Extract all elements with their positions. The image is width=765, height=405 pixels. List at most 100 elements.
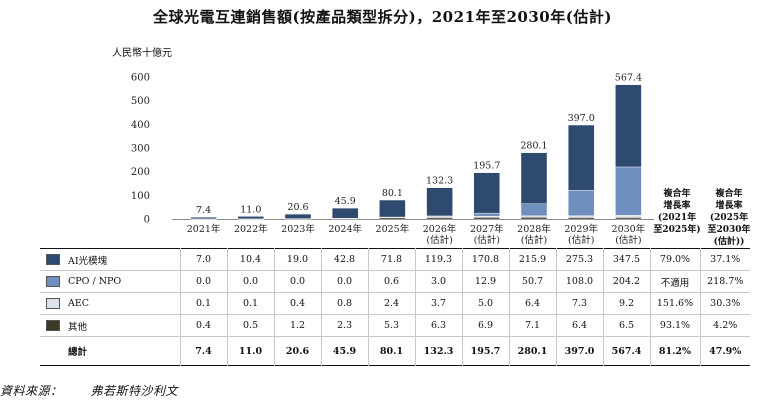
table-cell: 215.9 — [508, 248, 556, 271]
cagr-header-line: 增長率 — [715, 201, 743, 211]
table-cell: 0.0 — [226, 270, 274, 293]
table-cell: 347.5 — [602, 248, 650, 271]
bar-segment — [568, 215, 595, 218]
source-text: 弗若斯特沙利文 — [90, 384, 179, 398]
series-name: AEC — [68, 298, 90, 309]
bar-segment — [473, 212, 500, 217]
bar-segment — [568, 189, 595, 216]
bar-segment — [520, 215, 548, 218]
bar-segment — [473, 217, 500, 220]
table-cell: 170.8 — [461, 248, 509, 271]
y-tick-label: 600 — [131, 73, 150, 84]
legend-swatch — [46, 320, 60, 331]
total-cell: 132.3 — [414, 336, 462, 366]
cagr-header-line: (2021年 — [657, 213, 697, 223]
bar-total-label: 20.6 — [287, 202, 308, 213]
cagr-header-2025-2030: 複合年 增長率 (2025年 至2030年 (估計)) — [703, 188, 755, 248]
cagr-cell: 4.2% — [699, 314, 750, 337]
total-cell: 567.4 — [602, 336, 650, 366]
x-tick-label: (估計) — [521, 234, 547, 246]
table-cell: 0.4 — [179, 314, 227, 337]
bar-total-label: 195.7 — [473, 161, 500, 172]
x-tick-label: 2026年 — [423, 223, 457, 235]
cagr-cell: 93.1% — [649, 314, 700, 337]
table-cell: 42.8 — [320, 248, 368, 271]
table-cell: 19.0 — [273, 248, 321, 271]
x-tick-label: 2021年 — [187, 223, 221, 235]
table-cell: 71.8 — [367, 248, 415, 271]
total-cell: 80.1 — [367, 336, 415, 366]
bar-total-label: 7.4 — [196, 205, 211, 216]
x-tick-label: (估計) — [474, 234, 500, 246]
total-label: 總計 — [68, 347, 88, 358]
total-label-cell: 總計 — [40, 337, 180, 366]
cagr-cell: 151.6% — [649, 292, 700, 315]
y-tick-label: 400 — [131, 120, 150, 131]
table-cell: 0.1 — [226, 292, 274, 315]
table-cell: 10.4 — [226, 248, 274, 271]
total-cell: 7.4 — [179, 336, 227, 366]
table-cell: 6.9 — [461, 314, 509, 337]
bar-segment — [615, 217, 642, 220]
table-cell: 0.1 — [179, 292, 227, 315]
cagr-header-line: 至2025年) — [653, 225, 701, 235]
table-cell: 7.0 — [179, 248, 227, 271]
bar-total-label: 280.1 — [520, 141, 547, 152]
x-tick-label: 2024年 — [328, 223, 362, 235]
legend-swatch — [46, 298, 60, 309]
series-legend-cell: 其他 — [40, 315, 180, 337]
series-legend-cell: AI光模塊 — [40, 249, 180, 271]
bar-segment — [568, 124, 595, 191]
bar-segment — [426, 187, 453, 217]
table-cell: 6.3 — [414, 314, 462, 337]
table-cell: 0.0 — [320, 270, 368, 293]
total-cell: 195.7 — [461, 336, 509, 366]
y-tick-label: 100 — [131, 191, 150, 202]
total-row: 總計 7.4 11.0 20.6 45.9 80.1 132.3 195.7 280.1 397.… — [40, 336, 750, 366]
table-cell: 5.3 — [367, 314, 415, 337]
bar-total-label: 397.0 — [568, 113, 595, 124]
table-row: CPO / NPO 0.0 0.0 0.0 0.0 0.6 3.0 12.9 50.7 108.0… — [40, 270, 750, 293]
cagr-cell: 79.0% — [649, 248, 700, 271]
source-note: 資料來源： 弗若斯特沙利文 — [0, 382, 178, 399]
table-cell: 1.2 — [273, 314, 321, 337]
x-tick-label: 2029年 — [564, 223, 598, 235]
y-tick-label: 500 — [131, 96, 150, 107]
table-cell: 0.6 — [367, 270, 415, 293]
table-cell: 3.7 — [414, 292, 462, 315]
bar-segment — [615, 215, 642, 218]
x-tick-label: 2022年 — [234, 223, 268, 235]
bar-segment — [379, 199, 406, 218]
bar-segment — [615, 84, 642, 168]
total-cell: 45.9 — [320, 336, 368, 366]
legend-swatch — [46, 254, 60, 265]
table-cell: 2.4 — [367, 292, 415, 315]
x-tick-label: (估計) — [568, 234, 594, 246]
table-cell: 12.9 — [461, 270, 509, 293]
table-row: AI光模塊 7.0 10.4 19.0 42.8 71.8 119.3 170.8 215.9 2… — [40, 248, 750, 271]
x-tick-label: (估計) — [426, 234, 452, 246]
table-cell: 6.4 — [508, 292, 556, 315]
bar-total-label: 132.3 — [426, 176, 453, 187]
table-cell: 2.3 — [320, 314, 368, 337]
cagr-cell: 不適用 — [649, 270, 700, 293]
table-cell: 0.8 — [320, 292, 368, 315]
table-cell: 0.5 — [226, 314, 274, 337]
cagr-header-line: (2025年 — [709, 213, 749, 223]
x-tick-label: 2025年 — [376, 223, 410, 235]
table-cell: 7.3 — [555, 292, 603, 315]
cagr-cell: 37.1% — [699, 248, 750, 271]
cagr-cell: 218.7% — [699, 270, 750, 293]
table-cell: 7.1 — [508, 314, 556, 337]
table-cell: 6.5 — [602, 314, 650, 337]
table-cell: 204.2 — [602, 270, 650, 293]
total-cell: 20.6 — [273, 336, 321, 366]
table-cell: 0.0 — [273, 270, 321, 293]
table-cell: 0.4 — [273, 292, 321, 315]
bar-segment — [520, 152, 548, 205]
series-name: AI光模塊 — [68, 255, 108, 267]
table-cell: 275.3 — [555, 248, 603, 271]
table-cell: 108.0 — [555, 270, 603, 293]
bar-segment — [237, 216, 265, 220]
series-legend-cell: AEC — [40, 293, 180, 315]
